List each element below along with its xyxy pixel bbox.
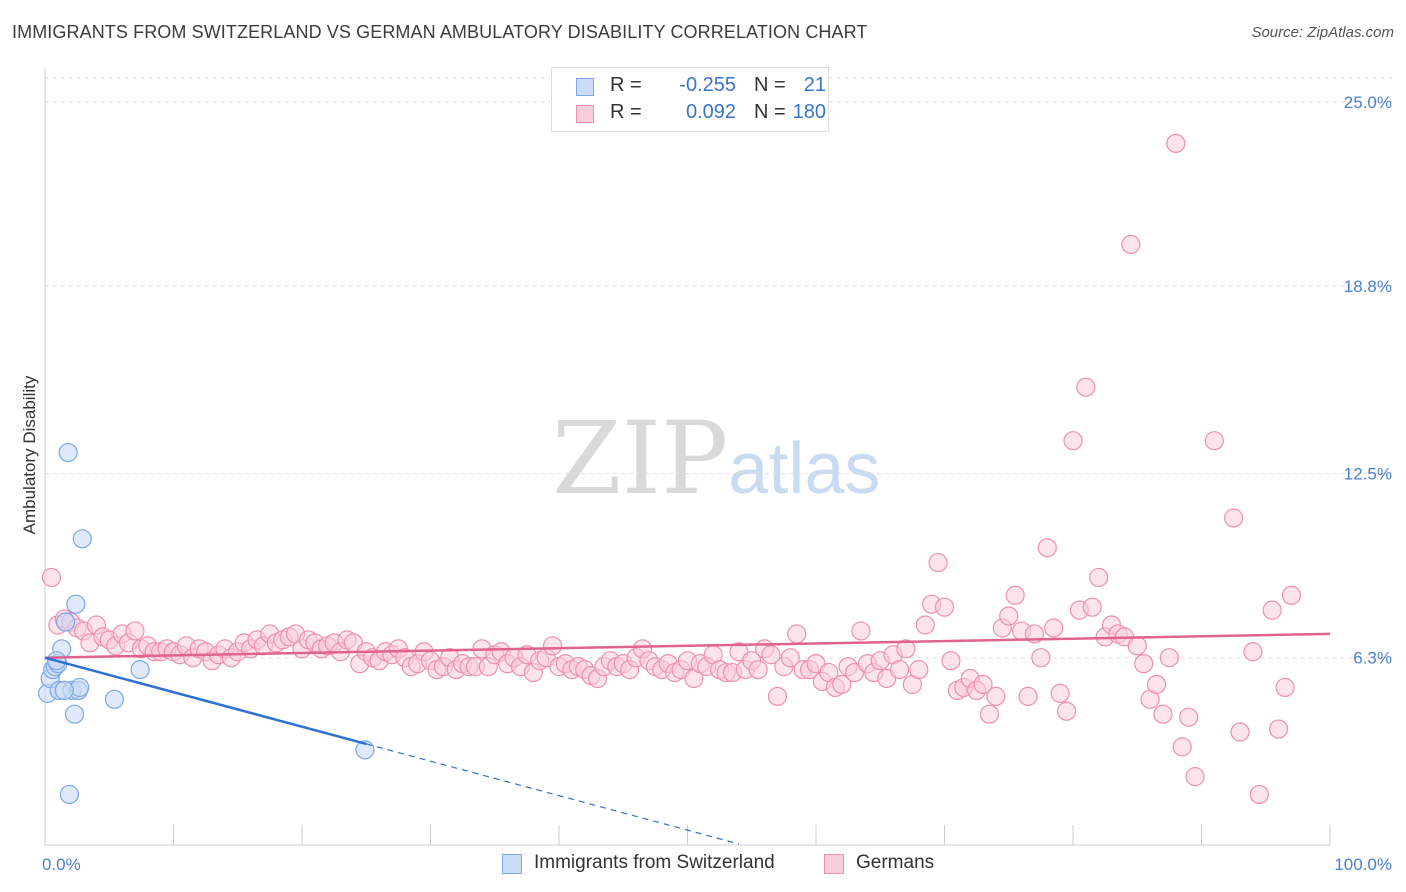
german-point	[1224, 508, 1244, 528]
bottom-legend-label-swiss: Immigrants from Switzerland	[534, 852, 775, 873]
german-point	[832, 674, 852, 695]
bottom-legend-label-germans: Germans	[856, 852, 935, 873]
bottom-legend-swatch-swiss	[502, 854, 522, 874]
y-tick-label: 25.0%	[1344, 93, 1392, 112]
german-point	[1159, 648, 1179, 668]
watermark: ZIPatlas	[552, 400, 880, 517]
legend-n-label: N =	[754, 74, 786, 96]
swiss-point	[72, 529, 92, 549]
x-tick-label-max: 100.0%	[1334, 855, 1392, 874]
legend-r-value: 0.092	[685, 101, 736, 123]
legend-n-label: N =	[754, 101, 786, 123]
german-point	[1050, 683, 1070, 703]
german-point	[1275, 677, 1295, 698]
legend-r-value: -0.255	[679, 74, 736, 96]
german-point	[851, 621, 871, 641]
swiss-point	[58, 442, 78, 463]
legend-r-label: R =	[610, 101, 642, 123]
german-point	[909, 660, 929, 680]
german-point	[1146, 674, 1167, 695]
swiss-point	[55, 612, 76, 632]
german-point	[1018, 686, 1038, 706]
german-point	[973, 674, 993, 695]
legend-r-label: R =	[610, 74, 642, 96]
german-point	[1044, 618, 1064, 638]
swiss-point	[130, 660, 150, 680]
german-point	[941, 651, 961, 671]
legend-swatch-germans	[576, 105, 594, 123]
german-points	[41, 133, 1302, 805]
german-point	[915, 615, 935, 635]
german-point	[1204, 431, 1224, 451]
german-point	[979, 704, 1000, 724]
german-point	[1268, 719, 1289, 739]
correlation-legend: R = -0.255 N = 21 R = 0.092 N = 180	[551, 67, 829, 132]
y-tick-label: 6.3%	[1353, 649, 1392, 668]
german-point	[928, 552, 948, 573]
german-point	[999, 606, 1019, 626]
german-point	[896, 639, 916, 659]
german-point	[986, 686, 1006, 706]
watermark-atlas: atlas	[728, 429, 881, 509]
german-point	[748, 660, 768, 680]
legend-n-value: 180	[792, 101, 826, 123]
german-point	[780, 648, 800, 668]
german-point	[542, 636, 563, 656]
swiss-points	[37, 442, 375, 805]
german-trend-line	[44, 632, 1331, 659]
bottom-legend-swatch-germans	[824, 854, 844, 874]
german-point	[1121, 234, 1141, 255]
german-point	[1063, 431, 1083, 451]
legend-swatch-swiss	[576, 78, 594, 96]
german-point	[41, 567, 62, 588]
axes	[44, 68, 1331, 846]
german-point	[787, 624, 807, 644]
german-point	[1281, 585, 1302, 605]
german-point	[1037, 538, 1057, 558]
german-point	[1031, 648, 1051, 668]
german-point	[934, 597, 955, 617]
german-point	[1230, 722, 1250, 742]
swiss-point	[104, 689, 124, 709]
y-axis-label: Ambulatory Disability	[20, 375, 39, 534]
german-point	[1179, 707, 1199, 727]
german-point	[1185, 767, 1205, 787]
source-credit: Source: ZipAtlas.com	[1251, 24, 1394, 41]
watermark-zip: ZIP	[552, 400, 729, 517]
swiss-point	[64, 704, 85, 724]
german-point	[889, 660, 910, 680]
german-point	[1056, 701, 1077, 721]
german-point	[1262, 600, 1282, 620]
german-point	[1005, 585, 1025, 605]
german-point	[1076, 377, 1096, 397]
german-point	[1134, 654, 1154, 674]
y-tick-label: 18.8%	[1344, 277, 1392, 296]
german-point	[767, 686, 788, 706]
german-point	[1166, 133, 1186, 154]
y-tick-label: 12.5%	[1344, 464, 1392, 483]
german-point	[1089, 567, 1109, 588]
gridlines	[45, 77, 1392, 659]
german-point	[761, 645, 781, 665]
german-point	[1127, 636, 1147, 656]
x-tick-label-min: 0.0%	[42, 855, 81, 874]
legend-n-value: 21	[803, 74, 826, 96]
swiss-trend-line	[44, 656, 367, 746]
swiss-point	[59, 784, 80, 805]
swiss-point	[54, 680, 74, 701]
german-point	[1249, 784, 1269, 805]
german-point	[1172, 737, 1192, 757]
german-point	[1243, 642, 1263, 662]
swiss-trend-extension	[366, 743, 740, 845]
swiss-point	[66, 594, 86, 614]
german-point	[125, 621, 145, 641]
german-point	[1082, 597, 1102, 617]
chart-title: IMMIGRANTS FROM SWITZERLAND VS GERMAN AM…	[12, 22, 868, 42]
axis-labels: 6.3% 12.5% 18.8% 25.0% 0.0% 100.0% Ambulatory …	[20, 93, 1392, 874]
trend-lines	[44, 632, 1331, 845]
german-point	[1153, 704, 1173, 724]
